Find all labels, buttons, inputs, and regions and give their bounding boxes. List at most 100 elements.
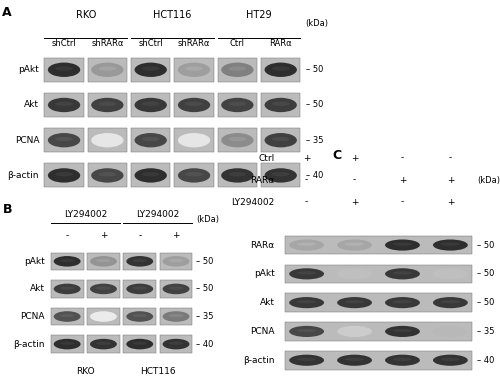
Ellipse shape xyxy=(178,63,210,77)
Bar xyxy=(160,335,192,353)
Text: β-actin: β-actin xyxy=(8,171,39,180)
Text: – 50: – 50 xyxy=(306,101,323,110)
Ellipse shape xyxy=(168,259,184,262)
Text: LY294002: LY294002 xyxy=(232,197,274,207)
Bar xyxy=(160,280,192,298)
Text: +: + xyxy=(351,154,358,163)
Ellipse shape xyxy=(433,297,468,308)
Ellipse shape xyxy=(168,314,184,317)
Ellipse shape xyxy=(337,268,372,279)
Bar xyxy=(124,335,156,353)
Ellipse shape xyxy=(441,300,460,303)
Text: RARα: RARα xyxy=(270,39,292,48)
Text: HT29: HT29 xyxy=(246,10,272,20)
Text: +: + xyxy=(303,154,310,163)
Ellipse shape xyxy=(162,339,190,349)
Bar xyxy=(218,93,257,117)
Text: (kDa): (kDa) xyxy=(306,19,328,29)
Bar xyxy=(131,58,170,82)
Ellipse shape xyxy=(221,168,254,183)
Text: pAkt: pAkt xyxy=(18,65,39,74)
Ellipse shape xyxy=(433,268,468,279)
Text: LY294002: LY294002 xyxy=(136,210,180,219)
Text: -: - xyxy=(401,154,404,163)
Ellipse shape xyxy=(168,342,184,345)
Ellipse shape xyxy=(345,300,364,303)
Bar xyxy=(174,128,214,152)
Bar xyxy=(124,280,156,298)
Ellipse shape xyxy=(337,354,372,366)
Ellipse shape xyxy=(264,168,297,183)
Text: -: - xyxy=(66,231,69,240)
Text: B: B xyxy=(3,203,13,216)
Ellipse shape xyxy=(90,256,117,267)
Ellipse shape xyxy=(228,102,246,106)
Ellipse shape xyxy=(345,358,364,361)
Ellipse shape xyxy=(54,256,80,267)
Ellipse shape xyxy=(162,284,190,294)
Text: Ctrl: Ctrl xyxy=(230,39,245,48)
Bar xyxy=(44,93,84,117)
Ellipse shape xyxy=(98,102,116,106)
Bar xyxy=(87,280,120,298)
Ellipse shape xyxy=(60,259,74,262)
Text: -: - xyxy=(305,176,308,185)
Bar xyxy=(51,252,84,270)
Ellipse shape xyxy=(337,297,372,308)
Ellipse shape xyxy=(385,297,420,308)
Ellipse shape xyxy=(48,63,80,77)
Ellipse shape xyxy=(134,168,167,183)
Text: -: - xyxy=(138,231,141,240)
Ellipse shape xyxy=(96,259,111,262)
Text: +: + xyxy=(446,176,454,185)
Bar xyxy=(261,58,300,82)
Text: β-actin: β-actin xyxy=(243,356,274,365)
Bar xyxy=(286,293,472,312)
Text: – 35: – 35 xyxy=(477,327,494,336)
Ellipse shape xyxy=(337,240,372,251)
Text: RKO: RKO xyxy=(76,367,94,376)
Ellipse shape xyxy=(90,284,117,294)
Text: Akt: Akt xyxy=(24,101,39,110)
Ellipse shape xyxy=(142,102,160,106)
Bar xyxy=(88,58,127,82)
Bar xyxy=(44,163,84,187)
Ellipse shape xyxy=(96,342,111,345)
Text: shCtrl: shCtrl xyxy=(138,39,163,48)
Ellipse shape xyxy=(393,329,412,332)
Text: +: + xyxy=(398,176,406,185)
Ellipse shape xyxy=(90,311,117,322)
Bar xyxy=(261,128,300,152)
Ellipse shape xyxy=(132,286,147,289)
Bar xyxy=(286,351,472,370)
Ellipse shape xyxy=(441,358,460,361)
Ellipse shape xyxy=(60,286,74,289)
Bar xyxy=(286,265,472,283)
Ellipse shape xyxy=(142,137,160,141)
Ellipse shape xyxy=(55,172,73,176)
Ellipse shape xyxy=(297,329,316,332)
Ellipse shape xyxy=(433,354,468,366)
Bar xyxy=(88,93,127,117)
Bar xyxy=(174,58,214,82)
Ellipse shape xyxy=(54,311,80,322)
Ellipse shape xyxy=(221,98,254,112)
Ellipse shape xyxy=(55,67,73,71)
Ellipse shape xyxy=(126,339,153,349)
Text: A: A xyxy=(2,6,12,19)
Ellipse shape xyxy=(337,326,372,337)
Ellipse shape xyxy=(264,133,297,147)
Text: – 35: – 35 xyxy=(306,136,323,145)
Ellipse shape xyxy=(289,326,324,337)
Text: – 40: – 40 xyxy=(196,340,214,349)
Ellipse shape xyxy=(297,358,316,361)
Ellipse shape xyxy=(98,172,116,176)
Bar xyxy=(88,163,127,187)
Bar xyxy=(51,280,84,298)
Ellipse shape xyxy=(54,284,80,294)
Ellipse shape xyxy=(228,172,246,176)
Ellipse shape xyxy=(91,98,124,112)
Ellipse shape xyxy=(272,102,289,106)
Text: Ctrl: Ctrl xyxy=(258,154,274,163)
Bar xyxy=(286,322,472,341)
